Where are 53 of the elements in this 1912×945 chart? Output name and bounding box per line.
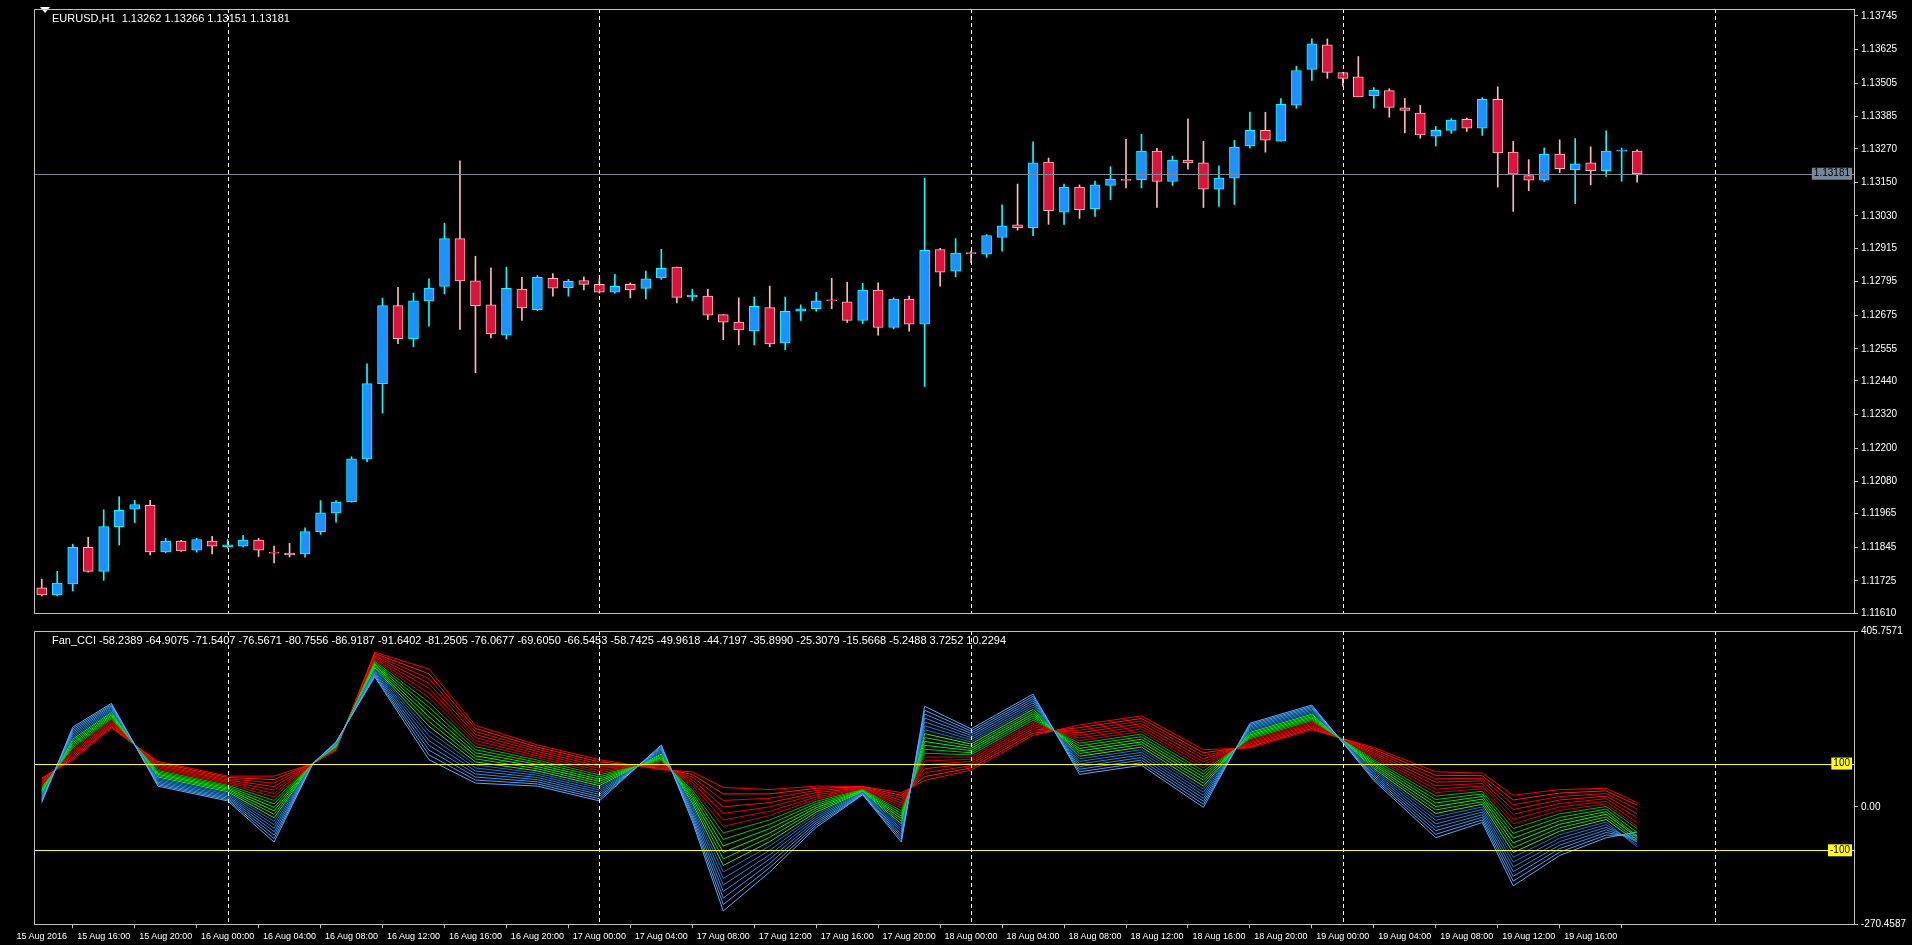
x-tick-label: 16 Aug 12:00 — [386, 931, 441, 942]
ref-line-label: 100 — [1833, 757, 1851, 769]
y-tick-label: 1.12555 — [1861, 342, 1898, 354]
y-tick-label: -270.4587 — [1861, 917, 1907, 929]
ref-line-label: -100 — [1829, 844, 1851, 856]
x-tick-label: 18 Aug 04:00 — [1006, 931, 1060, 942]
x-tick-label: 17 Aug 12:00 — [758, 931, 812, 942]
x-tick-label: 16 Aug 20:00 — [510, 931, 564, 942]
y-tick-label: 405.7571 — [1861, 624, 1904, 636]
y-tick-label: 1.13625 — [1861, 43, 1898, 55]
x-tick-label: 19 Aug 08:00 — [1440, 931, 1494, 942]
y-tick-label: 1.11610 — [1861, 606, 1897, 618]
y-tick-label: 1.12320 — [1861, 408, 1898, 420]
y-tick-label: 1.12440 — [1861, 374, 1898, 386]
x-tick-label: 16 Aug 08:00 — [325, 931, 379, 942]
chart-title: EURUSD,H1 1.13262 1.13266 1.13151 1.13181 — [52, 12, 290, 25]
x-tick-label: 19 Aug 00:00 — [1316, 931, 1370, 942]
x-tick-label: 15 Aug 16:00 — [77, 931, 131, 942]
y-tick-label: 0.00 — [1861, 800, 1881, 812]
x-tick-label: 18 Aug 12:00 — [1130, 931, 1184, 942]
x-tick-label: 17 Aug 00:00 — [572, 931, 626, 942]
x-tick-label: 19 Aug 04:00 — [1378, 931, 1432, 942]
y-tick-label: 1.13745 — [1861, 9, 1898, 21]
x-tick-label: 16 Aug 04:00 — [263, 931, 317, 942]
x-tick-label: 17 Aug 08:00 — [696, 931, 750, 942]
y-tick-label: 1.11965 — [1861, 507, 1897, 519]
y-tick-label: 1.13505 — [1861, 76, 1898, 88]
y-tick-label: 1.13150 — [1861, 176, 1898, 188]
ref-line-label: 1.13181 — [1813, 167, 1851, 179]
y-tick-label: 1.12675 — [1861, 308, 1898, 320]
y-tick-label: 1.13030 — [1861, 209, 1898, 221]
x-tick-label: 17 Aug 20:00 — [882, 931, 936, 942]
chart-title: Fan_CCI -58.2389 -64.9075 -71.5407 -76.5671 -80.7556 -86.9187 -91.6402 -81.2505 -76.0677 -69.6050 -66.5453 -58.7425 -49.9618 -44.7197 -35.8990 -25.3079 -15.5668 -5.2488 3.7252 10.2294 — [52, 634, 1007, 647]
y-tick-label: 1.12200 — [1861, 441, 1898, 453]
y-tick-label: 1.13270 — [1861, 142, 1898, 154]
x-tick-label: 16 Aug 00:00 — [201, 931, 255, 942]
y-tick-label: 1.11725 — [1861, 574, 1897, 586]
x-tick-label: 17 Aug 04:00 — [634, 931, 688, 942]
x-tick-label: 17 Aug 16:00 — [820, 931, 874, 942]
x-tick-label: 19 Aug 16:00 — [1564, 931, 1618, 942]
y-tick-label: 1.12915 — [1861, 241, 1898, 253]
y-tick-label: 1.12080 — [1861, 475, 1898, 487]
x-tick-label: 18 Aug 00:00 — [944, 931, 998, 942]
y-tick-label: 1.13385 — [1861, 110, 1898, 122]
x-tick-label: 16 Aug 16:00 — [448, 931, 502, 942]
y-tick-label: 1.11845 — [1861, 541, 1897, 553]
x-tick-label: 18 Aug 20:00 — [1254, 931, 1308, 942]
y-tick-label: 1.12795 — [1861, 275, 1898, 287]
x-tick-label: 15 Aug 20:00 — [139, 931, 193, 942]
x-tick-label: 18 Aug 16:00 — [1192, 931, 1246, 942]
x-tick-label: 18 Aug 08:00 — [1068, 931, 1122, 942]
x-tick-label: 19 Aug 12:00 — [1502, 931, 1556, 942]
x-tick-label: 15 Aug 2016 — [16, 931, 68, 942]
